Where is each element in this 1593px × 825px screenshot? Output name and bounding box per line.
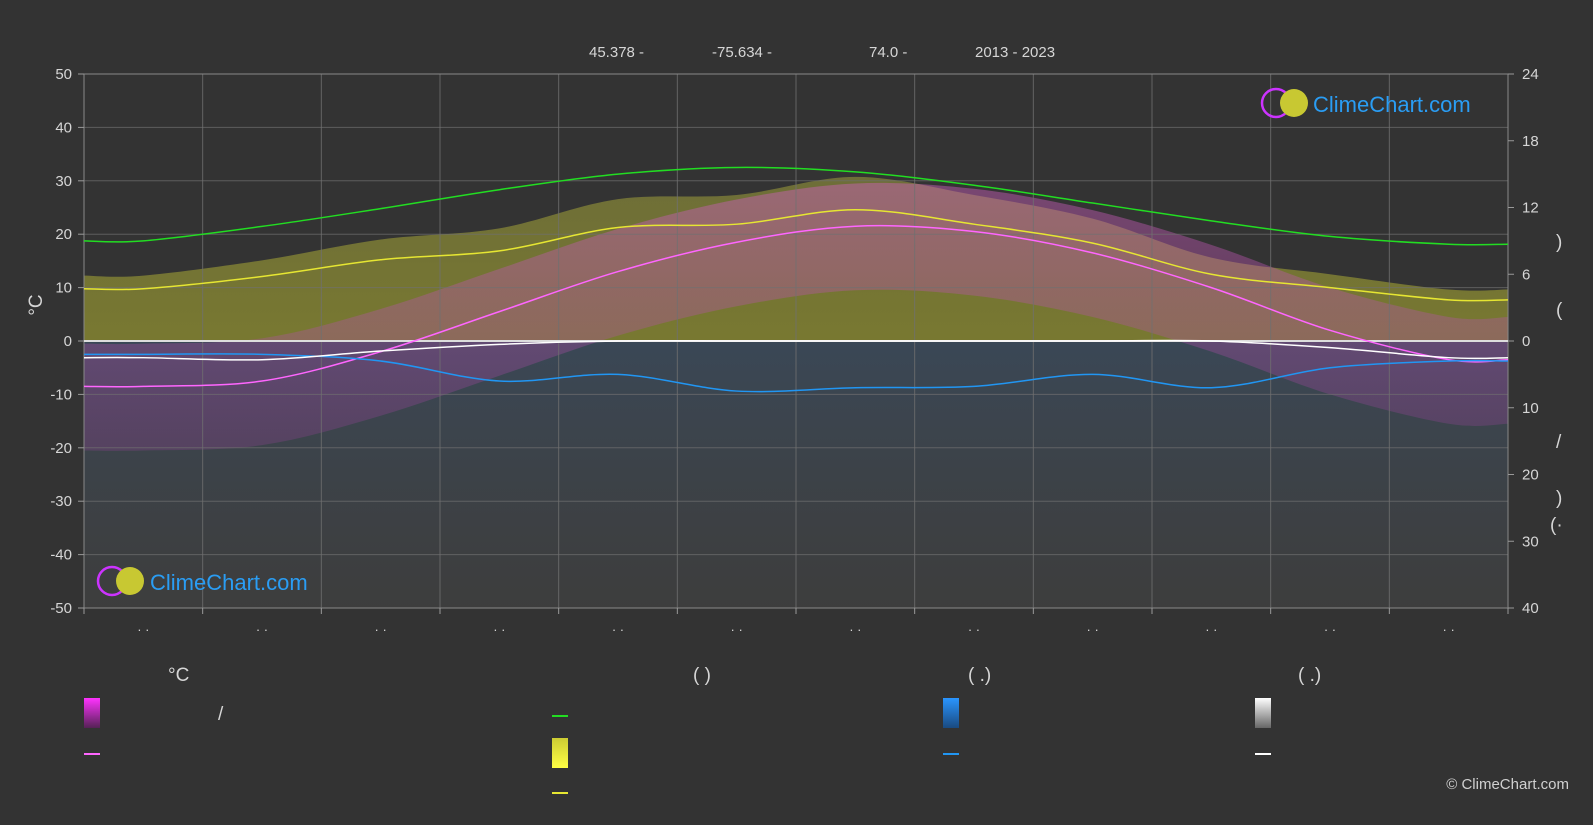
legend-title-sun: ( ) bbox=[693, 665, 711, 686]
y-right-tick-label: 6 bbox=[1522, 266, 1530, 283]
axes: 50 40 30 20 10 0 -10 -20 -30 -40 -50 24 18 12 6 0 10 20 30… bbox=[26, 66, 1539, 637]
daylight-line bbox=[83, 166, 1509, 246]
x-tick-label: · · bbox=[968, 622, 980, 637]
header-longitude: -75.634 - bbox=[712, 44, 773, 61]
legend-snow-line bbox=[1255, 753, 1271, 755]
y-right-tick-label: 0 bbox=[1522, 333, 1530, 350]
y-right-tick-label: 18 bbox=[1522, 133, 1539, 150]
y-right-tick-label: 24 bbox=[1522, 66, 1539, 83]
legend-daylight-line bbox=[552, 715, 568, 717]
y-left-tick-label: -50 bbox=[50, 600, 72, 617]
y-left-tick-label: -10 bbox=[50, 386, 72, 403]
legend-title-temp: °C bbox=[168, 665, 190, 686]
legend-temp-mean-line bbox=[84, 753, 100, 755]
y-right-tick-label: 12 bbox=[1522, 200, 1539, 217]
right-axis-label-3: / bbox=[1556, 432, 1562, 453]
right-axis-label-5: (· bbox=[1550, 515, 1563, 536]
legend-sunshine-line bbox=[552, 792, 568, 794]
x-tick-label: · · bbox=[493, 622, 505, 637]
y-left-tick-label: 30 bbox=[55, 173, 72, 190]
x-tick-label: · · bbox=[137, 622, 149, 637]
header-years: 2013 - 2023 bbox=[975, 44, 1056, 61]
legend-rain-line bbox=[943, 753, 959, 755]
legend-temp-range-swatch bbox=[84, 698, 100, 728]
x-tick-label: · · bbox=[849, 622, 861, 637]
brand-bottom[interactable]: ClimeChart.com bbox=[150, 570, 308, 595]
right-axis-label-1: ) bbox=[1556, 232, 1563, 253]
y-left-tick-label: 0 bbox=[64, 333, 72, 350]
legend-temp-range-label: / bbox=[218, 704, 224, 725]
logo-sun-icon bbox=[116, 567, 144, 595]
legend-snow-swatch bbox=[1255, 698, 1271, 728]
x-tick-label: · · bbox=[1324, 622, 1336, 637]
x-tick-label: · · bbox=[1205, 622, 1217, 637]
x-tick-label: · · bbox=[256, 622, 268, 637]
legend-rain-swatch bbox=[943, 698, 959, 728]
y-left-tick-label: -20 bbox=[50, 440, 72, 457]
temperature-line bbox=[83, 224, 1509, 388]
legend-title-rain: ( .) bbox=[968, 665, 992, 686]
legend-sunshine-swatch bbox=[552, 738, 568, 768]
y-right-tick-label: 40 bbox=[1522, 600, 1539, 617]
header-latitude: 45.378 - bbox=[589, 44, 645, 61]
x-tick-label: · · bbox=[612, 622, 624, 637]
y-left-tick-label: 10 bbox=[55, 280, 72, 297]
x-tick-label: · · bbox=[375, 622, 387, 637]
y-left-tick-label: 20 bbox=[55, 226, 72, 243]
y-left-tick-label: 50 bbox=[55, 66, 72, 83]
logo-sun-icon bbox=[1280, 89, 1308, 117]
y-left-tick-label: 40 bbox=[55, 119, 72, 136]
logo-marks bbox=[96, 87, 1308, 597]
right-axis-label-2: ( bbox=[1556, 300, 1563, 321]
snow-line bbox=[83, 339, 1509, 361]
brand-top[interactable]: ClimeChart.com bbox=[1313, 92, 1471, 117]
legend-title-snow: ( .) bbox=[1298, 665, 1322, 686]
y-right-tick-label: 10 bbox=[1522, 400, 1539, 417]
copyright[interactable]: © ClimeChart.com bbox=[1446, 776, 1569, 793]
sunshine-line bbox=[83, 208, 1509, 302]
right-axis-label-4: ) bbox=[1556, 488, 1563, 509]
x-tick-label: · · bbox=[1087, 622, 1099, 637]
y-left-tick-label: -30 bbox=[50, 493, 72, 510]
y-left-tick-label: -40 bbox=[50, 547, 72, 564]
header-elevation: 74.0 - bbox=[869, 44, 908, 61]
precipitation-line bbox=[84, 353, 1509, 393]
x-tick-label: · · bbox=[731, 622, 743, 637]
y-left-axis-label: °C bbox=[26, 294, 47, 315]
y-right-tick-label: 20 bbox=[1522, 467, 1539, 484]
y-right-tick-label: 30 bbox=[1522, 533, 1539, 550]
x-tick-label: · · bbox=[1443, 622, 1455, 637]
series-lines bbox=[83, 166, 1509, 393]
